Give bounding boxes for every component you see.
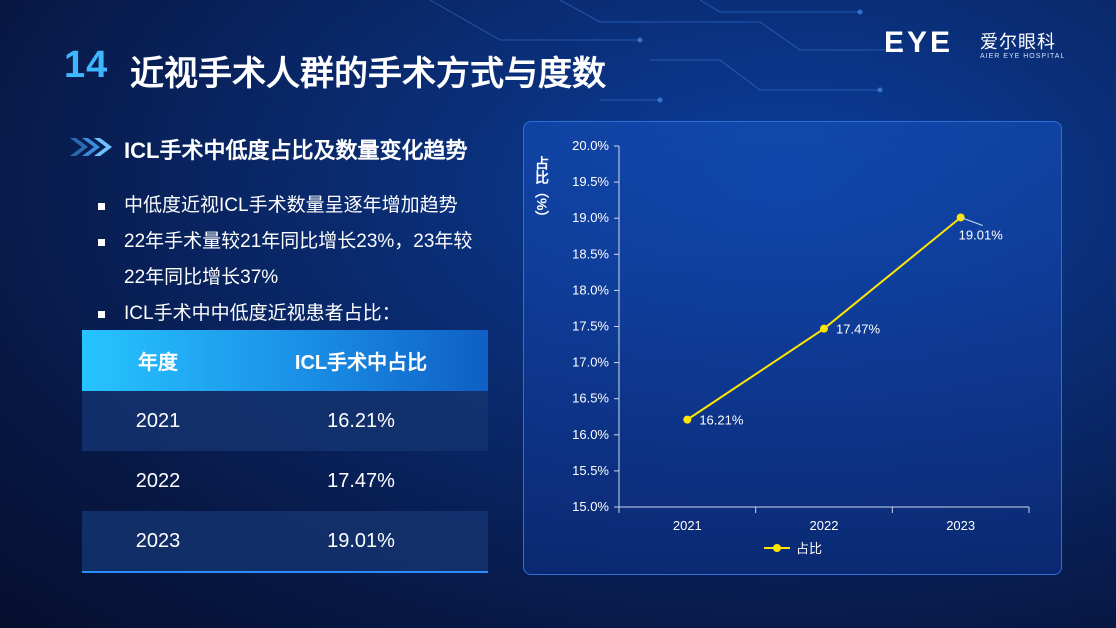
data-label: 19.01% xyxy=(959,227,1004,242)
x-tick-label: 2023 xyxy=(946,518,975,533)
logo-name-cn: 爱尔眼科 xyxy=(980,32,1056,53)
data-point xyxy=(820,324,828,333)
legend-label: 占比 xyxy=(796,541,822,556)
table-cell-ratio: 17.47% xyxy=(327,469,395,492)
logo-name-en: AIER EYE HOSPITAL xyxy=(980,53,1066,60)
ratio-table: 年度 ICL手术中占比 2021 16.21% 2022 17.47% 2023… xyxy=(82,330,488,573)
y-tick-label: 18.0% xyxy=(572,282,609,297)
y-axis-label: 占比（%） xyxy=(534,155,550,224)
table-cell-ratio: 19.01% xyxy=(327,529,395,552)
title-number: 14 xyxy=(64,44,109,86)
table-cell-year: 2022 xyxy=(135,469,181,492)
table-row: 2022 17.47% xyxy=(82,451,488,511)
y-tick-label: 17.0% xyxy=(572,355,609,370)
chart-panel: 15.0% 15.5% 16.0% 16.5% 17.0% 17.5% 18.0% 18.5%… xyxy=(523,121,1062,575)
table-header-ratio: ICL手术中占比 xyxy=(294,352,428,374)
chevron-arrows-icon xyxy=(70,138,112,156)
y-tick-label: 18.5% xyxy=(572,246,609,261)
bullet-item: 中低度近视ICL手术数量呈逐年增加趋势 xyxy=(96,188,526,224)
table-header-year: 年度 xyxy=(138,352,178,374)
table-row: 2021 16.21% xyxy=(82,391,488,451)
data-point xyxy=(956,213,965,222)
legend-marker xyxy=(773,544,781,552)
logo: EYE 爱尔眼科 AIER EYE HOSPITAL xyxy=(884,26,1074,66)
y-tick-label: 15.0% xyxy=(572,499,609,514)
section-subtitle: ICL手术中低度占比及数量变化趋势 xyxy=(124,138,468,163)
bullet-list: 中低度近视ICL手术数量呈逐年增加趋势 22年手术量较21年同比增长23%，23… xyxy=(96,188,526,332)
table-row: 2023 19.01% xyxy=(82,511,488,573)
data-point xyxy=(683,415,692,424)
y-tick-label: 16.5% xyxy=(572,391,609,406)
y-tick-label: 20.0% xyxy=(572,138,609,153)
table-cell-year: 2021 xyxy=(135,409,181,432)
x-tick-label: 2022 xyxy=(810,518,839,533)
logo-mark: EYE xyxy=(884,26,954,59)
x-tick-label: 2021 xyxy=(673,518,702,533)
bullet-item: ICL手术中中低度近视患者占比： xyxy=(96,296,526,332)
table-header: 年度 ICL手术中占比 xyxy=(82,330,488,391)
bullet-item-continued: 22年同比增长37% xyxy=(124,267,279,288)
y-tick-label: 19.0% xyxy=(572,210,609,225)
series-line xyxy=(686,216,962,421)
y-tick-label: 16.0% xyxy=(572,427,609,442)
data-label: 17.47% xyxy=(836,322,881,337)
table-cell-year: 2023 xyxy=(135,529,181,552)
y-tick-label: 17.5% xyxy=(572,319,609,334)
y-tick-label: 19.5% xyxy=(572,174,609,189)
bullet-item: 22年手术量较21年同比增长23%，23年较 xyxy=(96,224,526,260)
line-chart: 15.0% 15.5% 16.0% 16.5% 17.0% 17.5% 18.0% 18.5%… xyxy=(534,138,1030,556)
table-cell-ratio: 16.21% xyxy=(327,409,395,432)
data-label-leader xyxy=(960,217,983,226)
data-label: 16.21% xyxy=(699,413,744,428)
page-title: 近视手术人群的手术方式与度数 xyxy=(130,55,606,93)
y-tick-label: 15.5% xyxy=(572,463,609,478)
